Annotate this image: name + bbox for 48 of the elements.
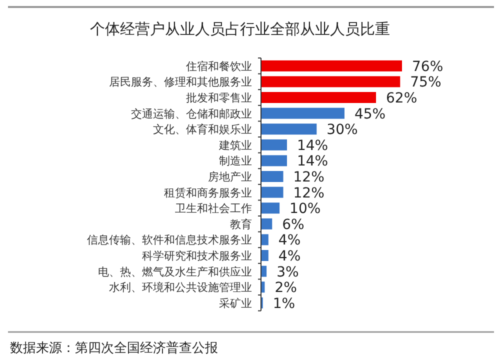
y-tick-label: 采矿业 <box>219 296 252 310</box>
bar <box>261 250 268 261</box>
data-label: 4% <box>278 232 301 249</box>
bar <box>261 124 317 135</box>
data-label: 1% <box>272 296 296 312</box>
bar <box>261 108 344 119</box>
chart-title: 个体经营户从业人员占行业全部从业人员比重 <box>90 20 390 38</box>
bar <box>261 186 284 198</box>
bar <box>261 266 267 277</box>
y-tick-label: 居民服务、修理和其他服务业 <box>109 76 252 89</box>
bar <box>261 202 280 214</box>
y-tick-label: 文化、体育和娱乐业 <box>153 123 252 136</box>
bar <box>261 76 400 88</box>
data-label: 3% <box>276 264 299 280</box>
y-tick-label: 租赁和商务服务业 <box>164 186 252 200</box>
y-tick-label: 建筑业 <box>218 138 252 152</box>
data-label: 6% <box>282 216 304 233</box>
data-label: 12% <box>293 185 324 202</box>
y-tick-label: 水利、环境和公共设施管理业 <box>109 281 252 294</box>
y-tick-label: 批发和零售业 <box>186 92 252 104</box>
y-tick-label: 信息传输、软件和信息技术服务业 <box>87 234 252 247</box>
bar <box>261 92 376 103</box>
y-tick-label: 制造业 <box>219 154 252 168</box>
y-tick-label: 房地产业 <box>208 170 252 184</box>
data-label: 62% <box>386 90 418 106</box>
y-tick-label: 住宿和餐饮业 <box>186 60 252 73</box>
data-label: 10% <box>290 201 321 218</box>
data-label: 14% <box>296 154 328 170</box>
data-label: 76% <box>412 58 444 75</box>
bar <box>261 60 402 72</box>
data-label: 75% <box>410 74 442 91</box>
bar <box>261 155 287 166</box>
data-label: 30% <box>326 122 358 138</box>
data-label: 2% <box>274 280 297 296</box>
y-tick-label: 教育 <box>230 218 252 231</box>
y-tick-label: 电、热、燃气及水生产和供应业 <box>98 265 252 278</box>
data-label: 4% <box>278 248 301 264</box>
y-tick-label: 科学研究和技术服务业 <box>142 250 252 262</box>
data-label: 45% <box>354 106 386 122</box>
data-label: 14% <box>296 138 328 154</box>
source-note: 数据来源：第四次全国经济普查公报 <box>10 340 218 356</box>
bar <box>261 171 284 182</box>
bar <box>261 234 268 246</box>
y-tick-label: 交通运输、仓储和邮政业 <box>131 107 252 120</box>
bar <box>261 218 272 230</box>
bar <box>261 139 287 150</box>
y-tick-label: 卫生和社会工作 <box>175 202 252 216</box>
data-label: 12% <box>293 170 324 186</box>
